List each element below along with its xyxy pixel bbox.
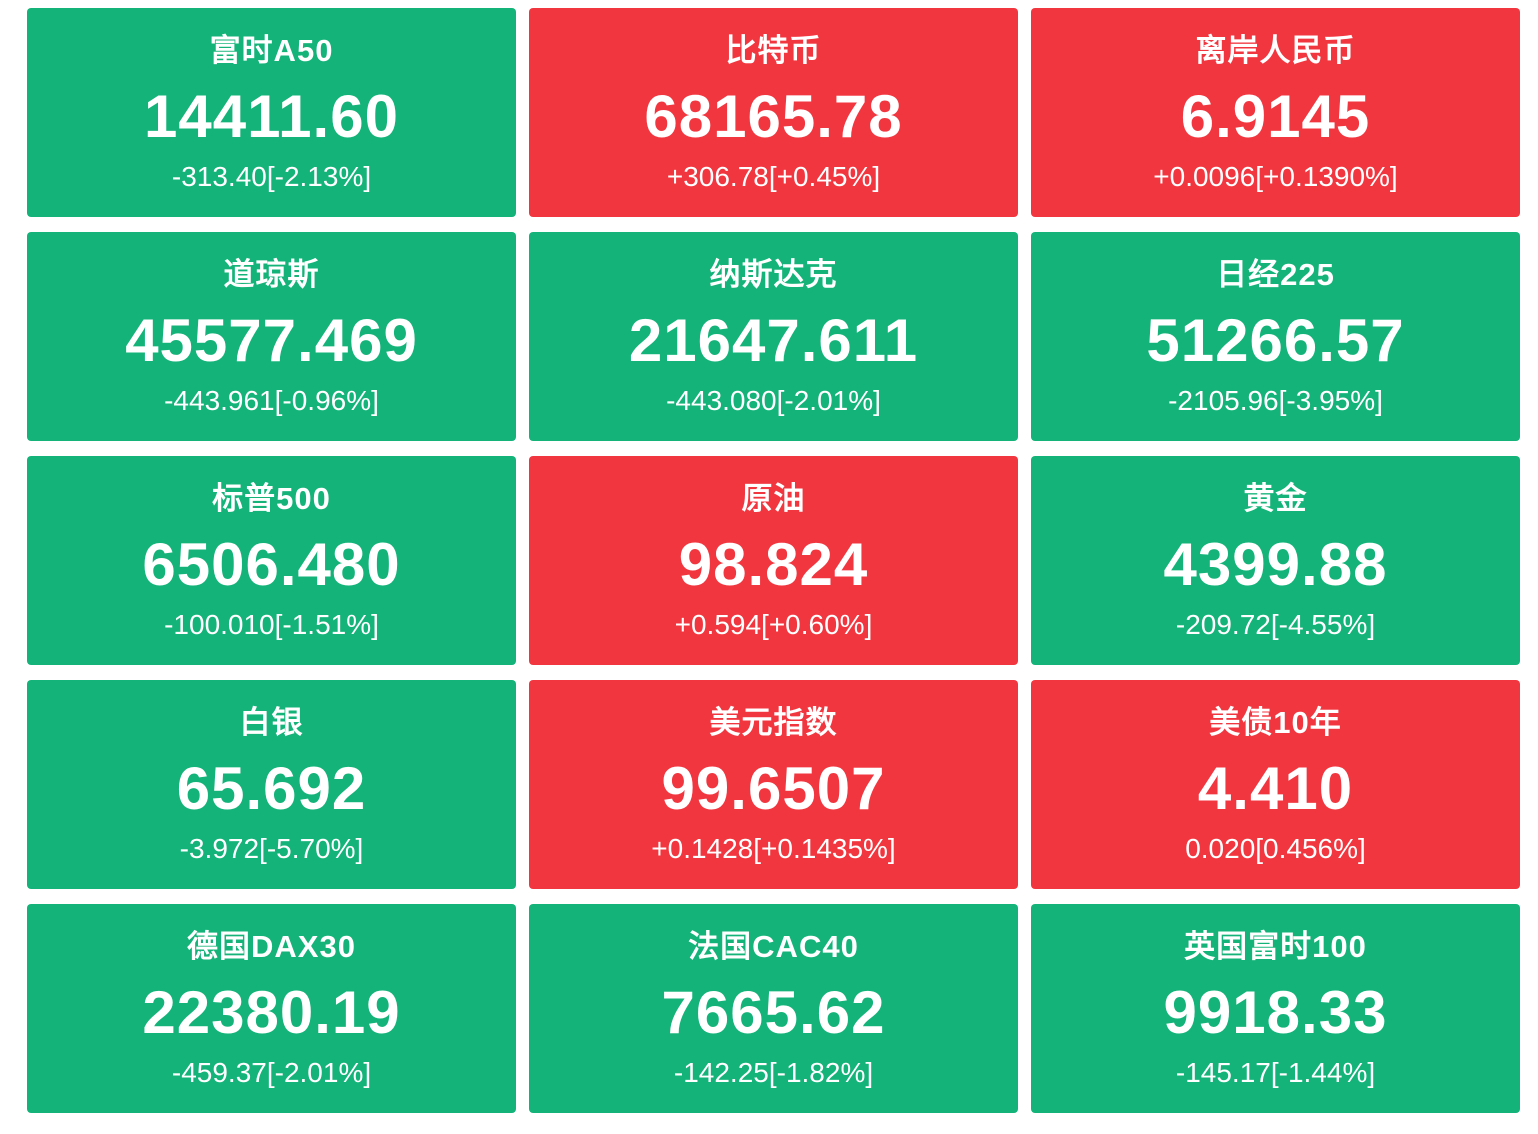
instrument-name: 日经225 (1216, 256, 1335, 292)
instrument-price: 9918.33 (1163, 978, 1388, 1046)
instrument-name: 原油 (741, 480, 806, 516)
instrument-change: +306.78[+0.45%] (666, 160, 881, 192)
instrument-name: 黄金 (1243, 480, 1308, 516)
instrument-price: 98.824 (678, 530, 869, 598)
instrument-name: 德国DAX30 (187, 928, 356, 964)
instrument-change: -2105.96[-3.95%] (1168, 384, 1383, 416)
instrument-name: 法国CAC40 (688, 928, 859, 964)
instrument-price: 68165.78 (644, 82, 903, 150)
instrument-price: 7665.62 (661, 978, 886, 1046)
instrument-name: 白银 (239, 704, 304, 740)
instrument-change: -142.25[-1.82%] (673, 1056, 874, 1088)
instrument-change: +0.594[+0.60%] (674, 608, 873, 640)
market-tile-crude-oil: 原油 98.824 +0.594[+0.60%] (529, 456, 1018, 665)
instrument-price: 51266.57 (1146, 306, 1405, 374)
instrument-price: 4.410 (1197, 754, 1354, 822)
instrument-name: 纳斯达克 (709, 256, 838, 292)
instrument-name: 道琼斯 (223, 256, 320, 292)
instrument-change: -443.080[-2.01%] (666, 384, 881, 416)
instrument-price: 22380.19 (142, 978, 401, 1046)
instrument-price: 99.6507 (661, 754, 886, 822)
market-tile-cac40: 法国CAC40 7665.62 -142.25[-1.82%] (529, 904, 1018, 1113)
market-tile-ftse-a50: 富时A50 14411.60 -313.40[-2.13%] (27, 8, 516, 217)
market-tile-usd-index: 美元指数 99.6507 +0.1428[+0.1435%] (529, 680, 1018, 889)
instrument-name: 英国富时100 (1184, 928, 1367, 964)
instrument-price: 45577.469 (125, 306, 418, 374)
market-tile-dax30: 德国DAX30 22380.19 -459.37[-2.01%] (27, 904, 516, 1113)
instrument-price: 6.9145 (1180, 82, 1371, 150)
instrument-price: 21647.611 (628, 306, 919, 374)
instrument-change: 0.020[0.456%] (1185, 832, 1366, 864)
instrument-change: +0.0096[+0.1390%] (1153, 160, 1398, 192)
instrument-change: +0.1428[+0.1435%] (651, 832, 896, 864)
instrument-name: 比特币 (725, 32, 822, 68)
market-tile-nikkei-225: 日经225 51266.57 -2105.96[-3.95%] (1031, 232, 1520, 441)
instrument-name: 离岸人民币 (1195, 32, 1356, 68)
market-tile-ftse-100: 英国富时100 9918.33 -145.17[-1.44%] (1031, 904, 1520, 1113)
instrument-price: 4399.88 (1163, 530, 1388, 598)
market-tile-silver: 白银 65.692 -3.972[-5.70%] (27, 680, 516, 889)
instrument-change: -459.37[-2.01%] (171, 1056, 372, 1088)
instrument-change: -3.972[-5.70%] (179, 832, 364, 864)
instrument-price: 14411.60 (144, 82, 399, 150)
instrument-name: 富时A50 (209, 32, 334, 68)
instrument-change: -209.72[-4.55%] (1175, 608, 1376, 640)
instrument-price: 65.692 (176, 754, 367, 822)
market-tile-gold: 黄金 4399.88 -209.72[-4.55%] (1031, 456, 1520, 665)
instrument-change: -443.961[-0.96%] (164, 384, 379, 416)
instrument-change: -145.17[-1.44%] (1175, 1056, 1376, 1088)
market-tile-nasdaq: 纳斯达克 21647.611 -443.080[-2.01%] (529, 232, 1018, 441)
market-tile-offshore-rmb: 离岸人民币 6.9145 +0.0096[+0.1390%] (1031, 8, 1520, 217)
instrument-name: 美元指数 (709, 704, 838, 740)
market-tile-sp500: 标普500 6506.480 -100.010[-1.51%] (27, 456, 516, 665)
instrument-change: -100.010[-1.51%] (164, 608, 379, 640)
instrument-price: 6506.480 (142, 530, 401, 598)
market-tile-dow-jones: 道琼斯 45577.469 -443.961[-0.96%] (27, 232, 516, 441)
instrument-name: 标普500 (212, 480, 331, 516)
instrument-change: -313.40[-2.13%] (171, 160, 372, 192)
market-tile-bitcoin: 比特币 68165.78 +306.78[+0.45%] (529, 8, 1018, 217)
instrument-name: 美债10年 (1209, 704, 1342, 740)
market-tile-us-10y-treasury: 美债10年 4.410 0.020[0.456%] (1031, 680, 1520, 889)
